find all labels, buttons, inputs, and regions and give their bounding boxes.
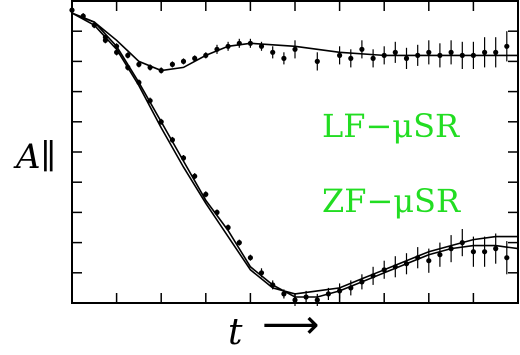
data-point-0-9 [169,61,175,67]
data-point-0-0 [69,7,75,13]
data-point-1-1 [114,49,120,55]
data-point-0-4 [114,43,120,49]
data-point-1-10 [214,209,220,215]
data-point-1-31 [448,246,454,252]
data-point-0-30 [426,49,432,55]
data-point-1-26 [392,264,398,270]
data-point-1-6 [169,137,175,143]
data-point-1-17 [292,297,298,303]
data-point-0-35 [482,49,488,55]
data-point-1-9 [203,191,209,197]
data-point-0-16 [247,40,253,46]
data-point-1-12 [236,240,242,246]
data-point-1-11 [225,224,231,231]
axis-ticks [72,1,518,303]
y-axis-title: A∥ [13,137,56,177]
data-point-1-30 [437,252,443,258]
data-point-0-11 [192,55,198,62]
data-point-0-27 [392,49,398,55]
data-point-0-25 [370,55,376,62]
data-point-1-34 [482,249,488,255]
data-point-0-34 [470,52,476,59]
data-point-1-21 [337,288,343,294]
data-point-0-12 [203,52,209,59]
data-point-1-14 [258,270,265,276]
data-point-0-1 [80,13,86,19]
data-point-1-15 [270,282,276,288]
data-point-1-35 [493,246,499,252]
data-point-1-36 [504,255,510,261]
data-point-1-16 [281,291,287,297]
data-point-1-22 [348,285,354,291]
data-point-1-4 [147,98,153,104]
data-point-0-21 [314,58,320,64]
data-point-1-27 [403,261,410,267]
data-point-1-18 [303,294,309,300]
data-point-1-25 [381,267,387,273]
data-points [69,7,510,306]
data-point-0-20 [292,46,298,52]
data-point-0-31 [437,52,443,59]
data-point-0-32 [448,49,454,55]
data-point-1-33 [470,249,476,255]
data-point-0-24 [359,46,365,52]
annotation-zf-musr: ZF−μSR [322,182,461,220]
x-axis-title: t [228,312,243,353]
data-point-1-0 [102,37,108,43]
data-point-1-20 [325,291,331,297]
data-point-0-17 [258,43,265,49]
data-point-1-24 [370,273,376,279]
data-point-0-18 [270,49,276,55]
data-point-0-22 [337,52,343,59]
data-point-0-23 [348,55,354,62]
data-point-1-32 [459,240,465,246]
data-point-1-3 [136,79,142,86]
data-point-0-5 [125,52,131,59]
data-point-1-8 [192,173,198,179]
data-point-0-26 [381,52,387,59]
data-point-0-15 [236,40,242,46]
data-point-0-29 [415,52,421,59]
data-point-0-7 [147,64,153,70]
data-point-1-29 [426,258,432,264]
data-point-0-19 [281,55,287,62]
data-point-1-2 [125,64,131,70]
data-point-1-7 [180,155,187,161]
data-point-0-36 [493,49,499,55]
annotation-lf-musr: LF−μSR [322,107,460,145]
data-point-1-23 [359,279,365,285]
data-point-0-33 [459,52,465,59]
data-point-0-6 [136,61,142,67]
data-point-0-8 [158,67,164,74]
data-point-0-2 [91,22,97,28]
data-point-1-19 [314,297,320,303]
data-point-0-10 [180,58,187,64]
data-point-0-28 [403,55,410,62]
x-axis-arrow: ⟶ [262,302,319,348]
data-point-1-13 [247,255,253,261]
data-point-0-14 [225,43,231,49]
data-point-0-37 [504,43,510,49]
data-point-0-13 [214,46,220,52]
data-point-1-28 [415,255,421,261]
data-point-1-5 [158,119,164,125]
